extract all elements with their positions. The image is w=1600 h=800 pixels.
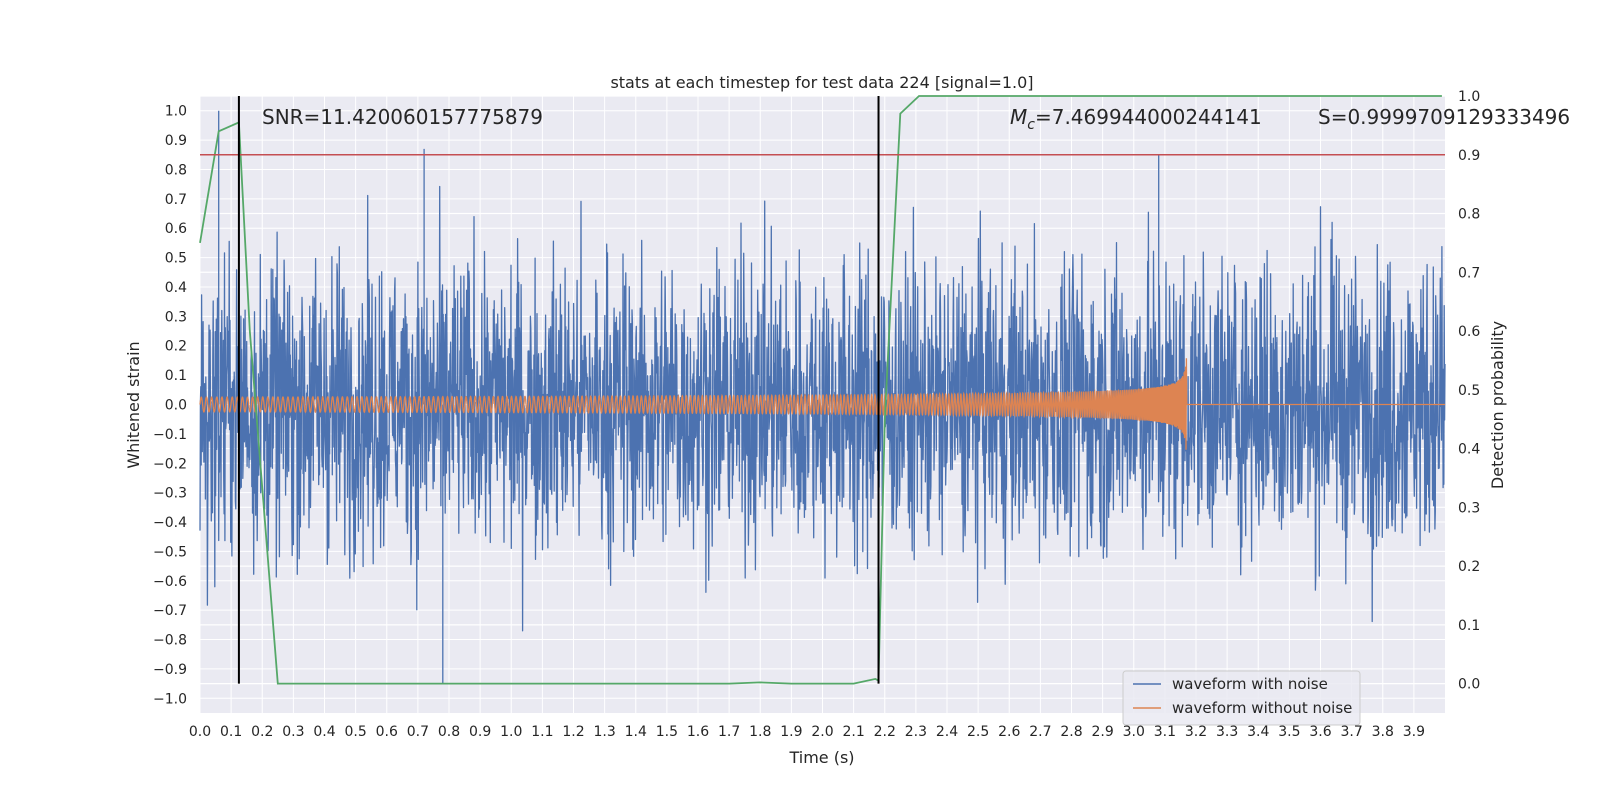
x-tick-label: 1.0 — [500, 724, 522, 740]
x-tick-label: 3.5 — [1278, 724, 1300, 740]
legend: waveform with noise waveform without noi… — [1122, 670, 1361, 726]
x-tick-label: 2.7 — [1029, 724, 1051, 740]
y-tick-label: −0.7 — [153, 603, 187, 619]
x-tick-label: 3.3 — [1216, 724, 1238, 740]
x-tick-label: 2.5 — [967, 724, 989, 740]
x-tick-label: 1.5 — [656, 724, 678, 740]
x-tick-label: 0.9 — [469, 724, 491, 740]
x-tick-label: 1.7 — [718, 724, 740, 740]
series-detection-probability — [199, 95, 1442, 685]
y-tick-label: 0.0 — [165, 398, 187, 414]
y-tick-label: 0.3 — [165, 309, 187, 325]
mc-subscript: c — [1027, 117, 1035, 133]
x-tick-label: 2.0 — [811, 724, 833, 740]
y-axis-label: Whitened strain — [124, 341, 143, 468]
x-tick-label: 2.9 — [1091, 724, 1113, 740]
x-tick-label: 3.7 — [1340, 724, 1362, 740]
y-tick-label: 0.5 — [165, 251, 187, 267]
y-tick-label: 0.1 — [165, 368, 187, 384]
x-tick-label: 2.8 — [1060, 724, 1082, 740]
y2-tick-label: 0.0 — [1458, 677, 1480, 693]
y-tick-label: −1.0 — [153, 691, 187, 707]
legend-label-clean: waveform without noise — [1172, 699, 1352, 717]
y2-tick-label: 0.6 — [1458, 324, 1480, 340]
x-tick-label: 3.0 — [1123, 724, 1145, 740]
y-tick-label: −0.2 — [153, 456, 187, 472]
x-tick-label: 2.1 — [842, 724, 864, 740]
x-tick-label: 3.9 — [1403, 724, 1425, 740]
y2-axis-label: Detection probability — [1488, 321, 1507, 489]
y-tick-label: 0.4 — [165, 280, 187, 296]
series-waveform-without-noise — [199, 358, 1445, 450]
legend-label-noise: waveform with noise — [1172, 675, 1328, 693]
x-tick-label: 2.4 — [936, 724, 958, 740]
y-tick-label: −0.5 — [153, 544, 187, 560]
x-tick-label: 1.6 — [687, 724, 709, 740]
y2-tick-label: 0.9 — [1458, 148, 1480, 164]
x-tick-labels: 0.0 0.1 0.2 0.3 0.4 0.5 0.6 0.7 0.8 0.9 1.0 1.1 1.2 1… — [189, 724, 1425, 740]
reference-lines — [200, 96, 1445, 684]
y2-tick-labels: 0.0 0.1 0.2 0.3 0.4 0.5 0.6 0.7 0.8 0.9 1.0 — [1458, 89, 1480, 693]
y-tick-label: 0.9 — [165, 133, 187, 149]
chart-title: stats at each timestep for test data 224… — [610, 73, 1033, 92]
x-tick-label: 0.7 — [407, 724, 429, 740]
series-waveform-with-noise — [199, 110, 1446, 684]
x-tick-label: 2.6 — [998, 724, 1020, 740]
y-tick-label: −0.1 — [153, 427, 187, 443]
s-annotation: S=0.9999709129333496 — [1318, 105, 1570, 129]
x-tick-label: 3.1 — [1154, 724, 1176, 740]
x-tick-label: 1.8 — [749, 724, 771, 740]
y-tick-label: 1.0 — [165, 104, 187, 120]
x-tick-label: 0.5 — [344, 724, 366, 740]
y-tick-label: −0.6 — [153, 574, 187, 590]
x-tick-label: 0.8 — [438, 724, 460, 740]
y2-tick-label: 0.1 — [1458, 618, 1480, 634]
y-tick-label: 0.8 — [165, 162, 187, 178]
mc-symbol: M — [1010, 105, 1027, 129]
y2-tick-label: 0.3 — [1458, 500, 1480, 516]
y-tick-label: 0.2 — [165, 339, 187, 355]
x-tick-label: 1.2 — [562, 724, 584, 740]
y-tick-label: −0.3 — [153, 486, 187, 502]
y2-tick-label: 0.5 — [1458, 383, 1480, 399]
y2-tick-label: 0.4 — [1458, 442, 1480, 458]
x-tick-label: 1.1 — [531, 724, 553, 740]
y-tick-label: 0.6 — [165, 221, 187, 237]
y-tick-label: 0.7 — [165, 192, 187, 208]
x-tick-label: 1.3 — [593, 724, 615, 740]
x-tick-label: 0.4 — [313, 724, 335, 740]
mc-value: =7.469944000244141 — [1035, 105, 1262, 129]
y2-tick-label: 1.0 — [1458, 89, 1480, 105]
y-tick-labels: 1.0 0.9 0.8 0.7 0.6 0.5 0.4 0.3 0.2 0.1 0.0 −0.1 −0.… — [153, 104, 187, 708]
x-tick-label: 3.6 — [1309, 724, 1331, 740]
x-tick-label: 3.8 — [1372, 724, 1394, 740]
x-tick-label: 0.3 — [282, 724, 304, 740]
y2-tick-label: 0.7 — [1458, 265, 1480, 281]
series-layer — [199, 95, 1446, 685]
x-tick-label: 3.2 — [1185, 724, 1207, 740]
x-tick-label: 2.3 — [905, 724, 927, 740]
chirp-mass-annotation: Mc=7.469944000244141 — [1010, 105, 1262, 133]
x-tick-label: 3.4 — [1247, 724, 1269, 740]
y2-tick-label: 0.2 — [1458, 559, 1480, 575]
x-tick-label: 0.6 — [376, 724, 398, 740]
x-tick-label: 2.2 — [874, 724, 896, 740]
x-tick-label: 0.2 — [251, 724, 273, 740]
x-axis-label: Time (s) — [788, 748, 854, 767]
y-tick-label: −0.8 — [153, 633, 187, 649]
legend-box — [1122, 670, 1361, 726]
snr-annotation: SNR=11.420060157775879 — [262, 105, 543, 129]
x-tick-label: 1.9 — [780, 724, 802, 740]
x-tick-label: 1.4 — [625, 724, 647, 740]
x-tick-label: 0.0 — [189, 724, 211, 740]
y-tick-label: −0.9 — [153, 662, 187, 678]
x-tick-label: 0.1 — [220, 724, 242, 740]
y2-tick-label: 0.8 — [1458, 207, 1480, 223]
y-tick-label: −0.4 — [153, 515, 187, 531]
